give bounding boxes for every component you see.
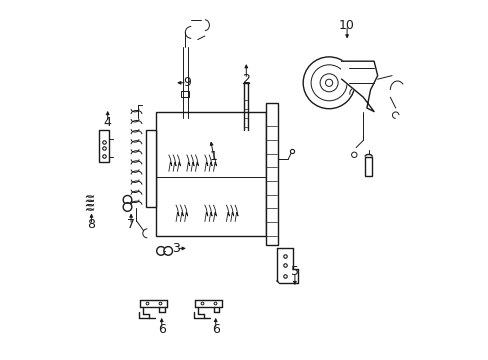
Circle shape [320,74,337,92]
Text: 6: 6 [211,323,219,336]
Bar [181,91,189,97]
Text: 6: 6 [158,323,165,336]
Text: 7: 7 [127,219,135,231]
Text: 4: 4 [103,116,111,129]
Circle shape [163,247,172,255]
Text: 9: 9 [183,76,190,89]
Circle shape [156,247,165,255]
Bar [146,130,156,207]
Polygon shape [341,61,377,112]
Circle shape [303,57,354,109]
Circle shape [123,203,132,211]
Bar [365,157,371,176]
Text: 1: 1 [209,150,217,163]
Text: 5: 5 [290,265,298,278]
Circle shape [325,79,332,86]
Circle shape [123,195,132,204]
Text: 2: 2 [242,73,250,86]
Bar [265,103,277,245]
Bar [156,112,265,236]
Circle shape [310,65,346,101]
Bar [99,130,108,162]
Text: 8: 8 [87,219,95,231]
Text: 10: 10 [339,19,354,32]
Text: 3: 3 [172,242,180,255]
